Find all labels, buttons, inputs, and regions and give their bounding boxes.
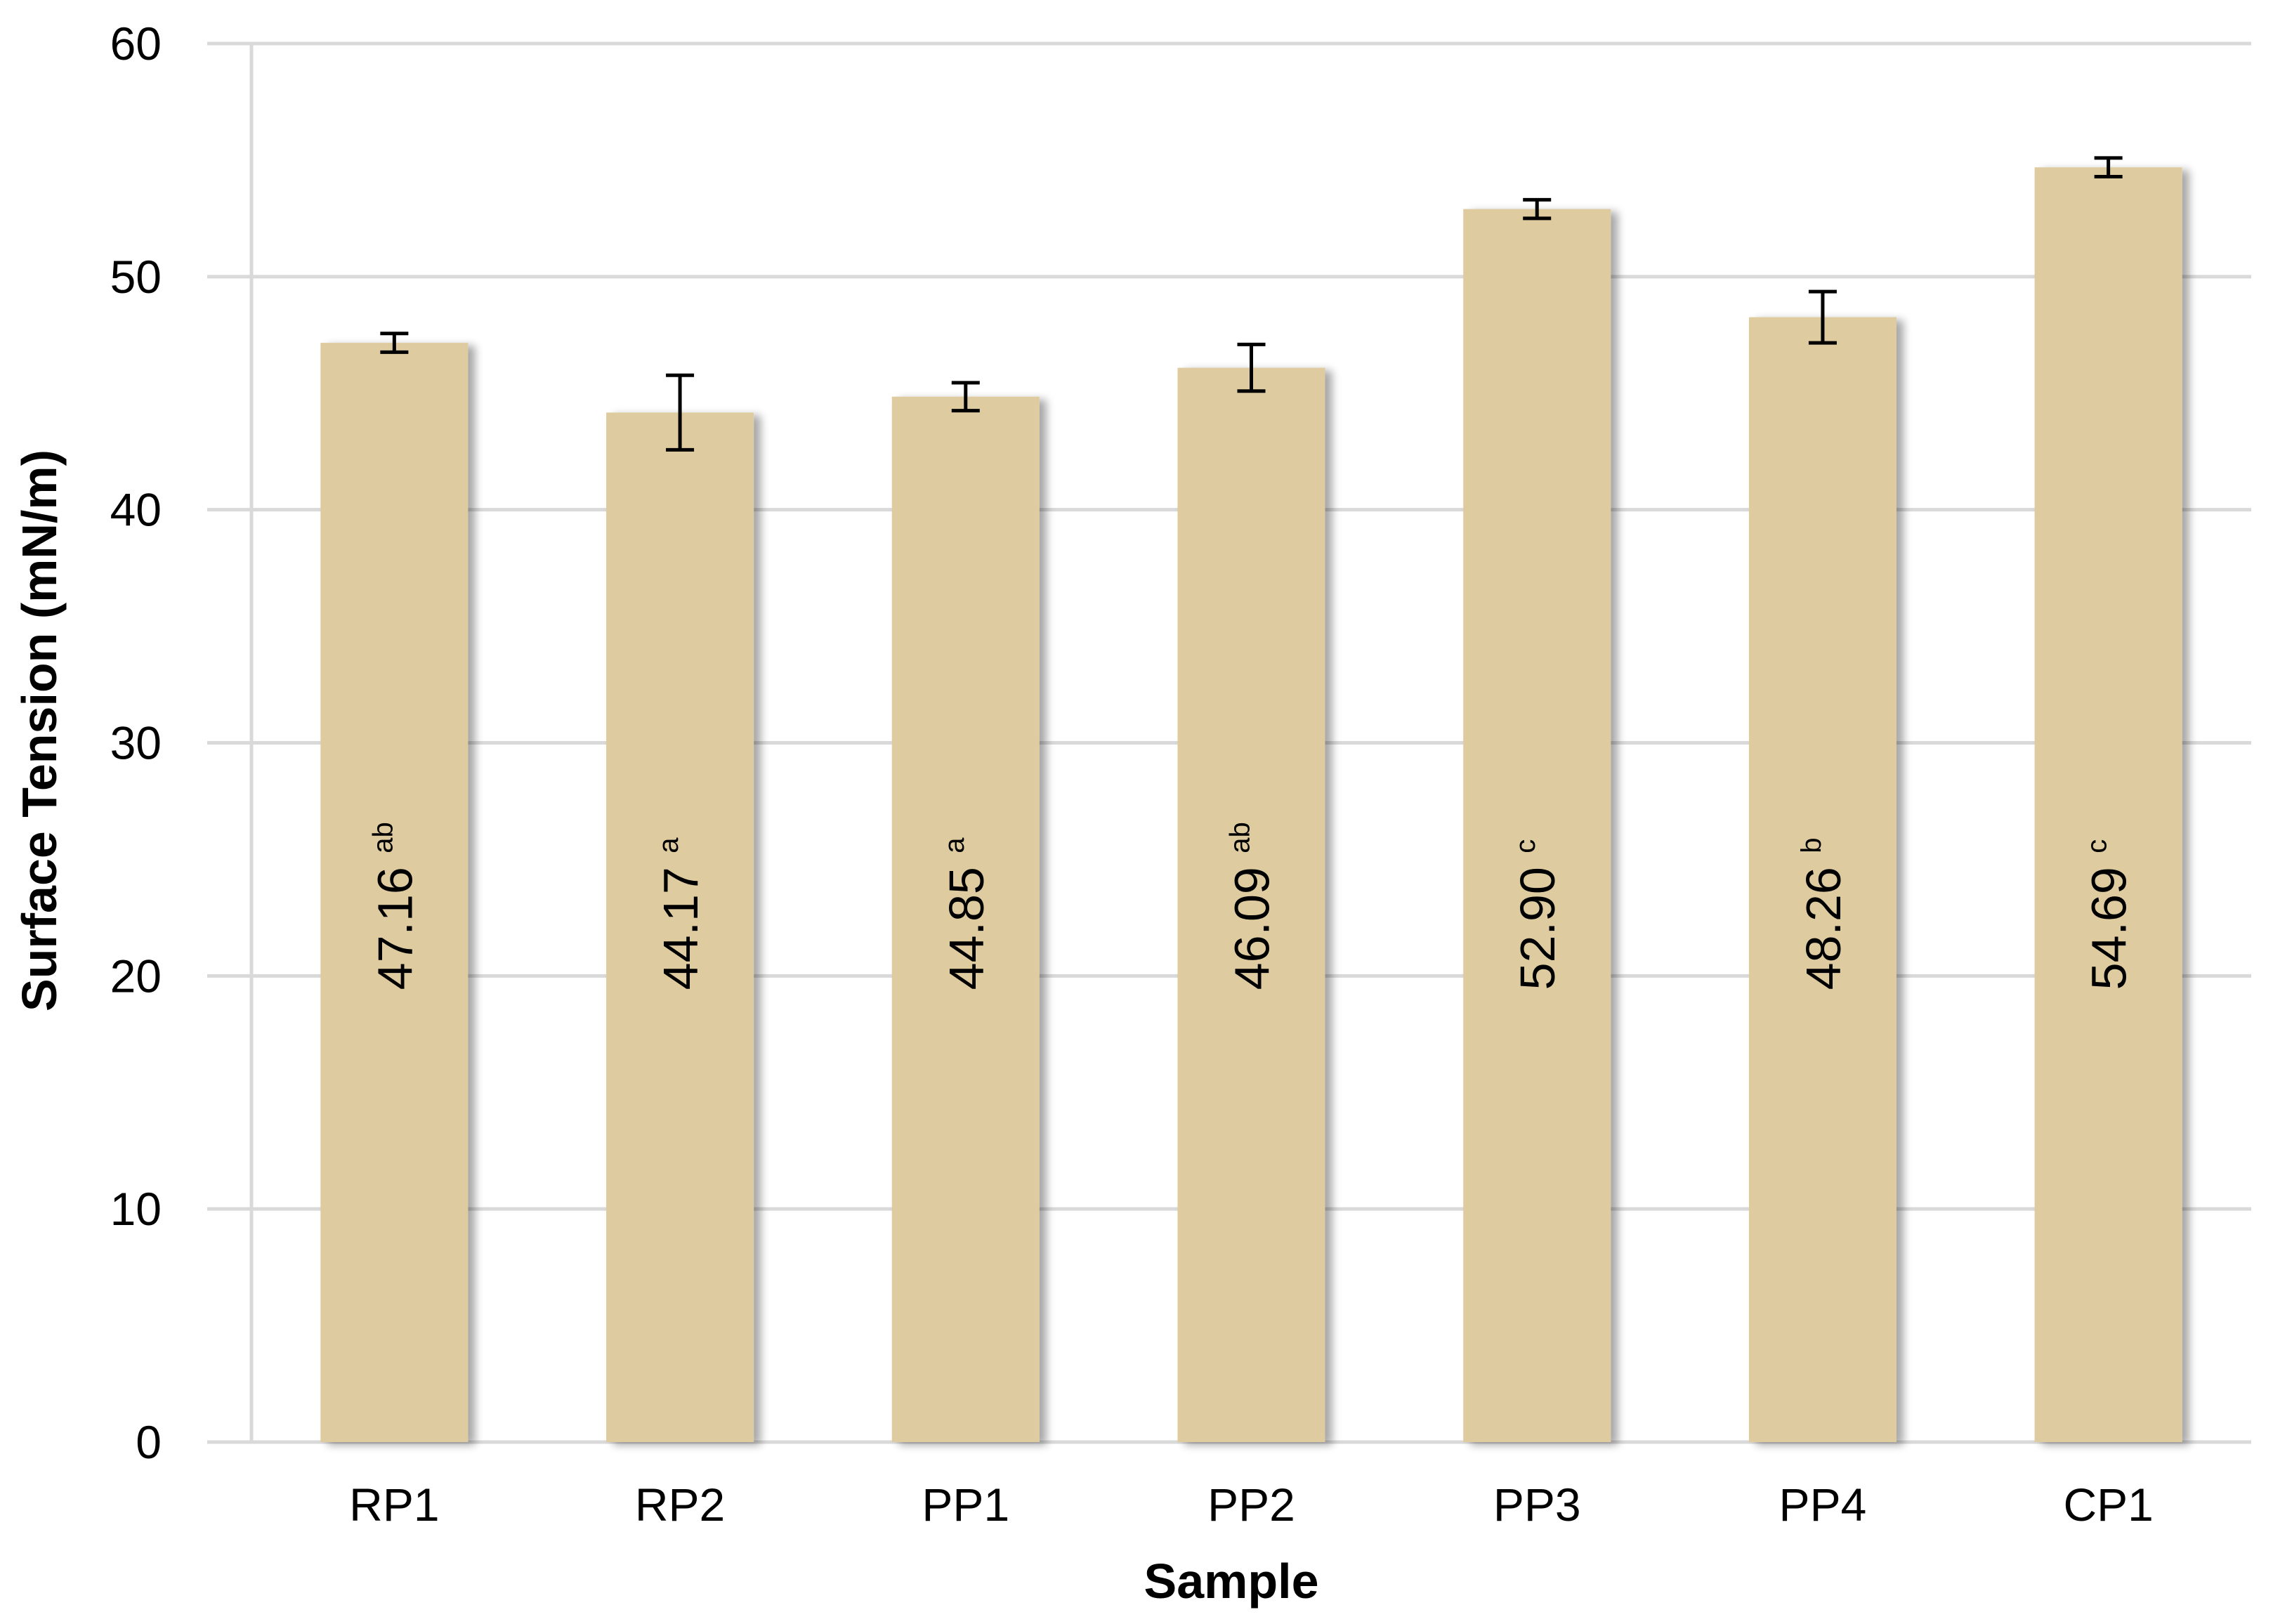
y-tick-label: 60 bbox=[110, 18, 162, 70]
value-label-pp2: 46.09 ab bbox=[1225, 822, 1280, 990]
value-label-pp3: 52.90 c bbox=[1510, 839, 1565, 990]
bar-rp2 bbox=[606, 412, 754, 1442]
x-tick-label-pp3: PP3 bbox=[1493, 1479, 1581, 1531]
label-layer: 0 10 20 30 40 50 60 47.16 ab RP1 44.17 a RP2 44.85 … bbox=[110, 18, 2154, 1531]
value-label-pp1: 44.85 a bbox=[939, 837, 994, 990]
x-tick-label-pp1: PP1 bbox=[922, 1479, 1009, 1531]
bar-cp1 bbox=[2034, 167, 2182, 1443]
y-axis-title: Surface Tension (mN/m) bbox=[12, 450, 67, 1011]
y-tick-label: 10 bbox=[110, 1183, 162, 1235]
x-tick-label-pp4: PP4 bbox=[1779, 1479, 1867, 1531]
y-tick-label: 50 bbox=[110, 251, 162, 303]
bar-rp1 bbox=[320, 343, 469, 1443]
y-tick-label: 0 bbox=[136, 1416, 162, 1468]
bar-pp1 bbox=[891, 396, 1040, 1442]
value-label-rp1: 47.16 ab bbox=[367, 822, 422, 990]
bar-pp2 bbox=[1177, 367, 1325, 1443]
value-label-pp4: 48.26 b bbox=[1796, 837, 1851, 990]
bar-layer bbox=[320, 156, 2182, 1443]
x-axis-title: Sample bbox=[1144, 1554, 1319, 1609]
value-label-cp1: 54.69 c bbox=[2082, 839, 2137, 990]
y-tick-label: 40 bbox=[110, 484, 162, 536]
x-tick-label-rp1: RP1 bbox=[349, 1479, 439, 1531]
x-tick-label-cp1: CP1 bbox=[2063, 1479, 2153, 1531]
y-tick-label: 30 bbox=[110, 717, 162, 769]
y-tick-label: 20 bbox=[110, 950, 162, 1002]
x-tick-label-pp2: PP2 bbox=[1207, 1479, 1295, 1531]
x-tick-label-rp2: RP2 bbox=[635, 1479, 725, 1531]
bar-pp3 bbox=[1463, 209, 1611, 1442]
bar-pp4 bbox=[1748, 317, 1897, 1443]
value-label-rp2: 44.17 a bbox=[653, 837, 708, 990]
